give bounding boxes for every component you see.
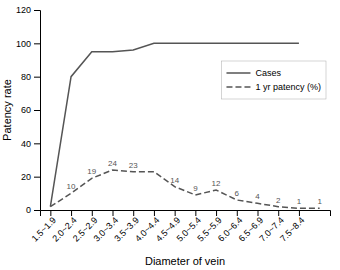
y-tick-label: 80 — [21, 72, 31, 82]
annotation: 9 — [193, 184, 198, 193]
legend-swatch — [226, 86, 250, 88]
y-tick: 60 — [21, 105, 40, 115]
y-tick: 40 — [21, 139, 40, 149]
y-tick-mark — [34, 143, 40, 144]
series-line — [50, 43, 299, 206]
legend-label: 1 yr patency (%) — [255, 82, 321, 92]
plot: 1.5~1.92.0~2.42.5~2.93.0~3.43.5~3.94.0~4… — [16, 5, 331, 243]
y-tick-mark — [34, 77, 40, 78]
x-axis-title: Diameter of vein — [145, 255, 225, 267]
x-tick-label: 7.5~8.4 — [278, 215, 306, 243]
annotation: 4 — [255, 192, 260, 201]
chart: 1.5~1.92.0~2.42.5~2.93.0~3.43.5~3.94.0~4… — [0, 0, 340, 270]
legend-box — [221, 61, 326, 99]
chart-container: 1.5~1.92.0~2.42.5~2.93.0~3.43.5~3.94.0~4… — [0, 0, 340, 270]
y-tick: 100 — [16, 39, 40, 49]
y-tick-mark — [34, 177, 40, 178]
y-axis: 0 20 40 60 80 100 120 — [16, 5, 41, 215]
y-tick-label: 0 — [26, 205, 31, 215]
annotation: 19 — [87, 167, 96, 176]
annotation: 1 — [297, 197, 302, 206]
y-tick: 80 — [21, 72, 40, 82]
y-tick-label: 20 — [21, 172, 31, 182]
annotation: 24 — [108, 159, 117, 168]
legend: Cases 1 yr patency (%) — [221, 61, 326, 99]
annotation: 23 — [129, 161, 138, 170]
y-tick-mark — [34, 10, 40, 11]
y-axis-line — [34, 11, 41, 211]
y-axis-title: Patency rate — [1, 79, 13, 141]
x-tick: 7.5~8.4 — [278, 210, 306, 244]
annotation: 1 — [317, 197, 322, 206]
annotation: 6 — [235, 189, 240, 198]
legend-label: Cases — [255, 68, 281, 78]
y-tick-mark — [34, 210, 40, 211]
y-tick-label: 60 — [21, 105, 31, 115]
x-axis: 1.5~1.92.0~2.42.5~2.93.0~3.43.5~3.94.0~4… — [30, 210, 331, 244]
annotation: 10 — [67, 182, 76, 191]
legend-swatch — [226, 72, 250, 74]
x-axis-line — [41, 211, 331, 217]
y-tick: 0 — [26, 205, 40, 215]
annotation: 14 — [170, 176, 179, 185]
y-tick-mark — [34, 43, 40, 44]
y-tick-label: 120 — [16, 5, 31, 15]
annotation: 12 — [212, 179, 221, 188]
annotations: 10 19 24 23 14 9 12 6 4 2 1 1 — [67, 159, 323, 206]
lines — [50, 43, 319, 208]
y-tick-label: 40 — [21, 139, 31, 149]
y-tick: 20 — [21, 172, 40, 182]
y-tick-mark — [34, 110, 40, 111]
y-tick-label: 100 — [16, 39, 31, 49]
y-tick: 120 — [16, 5, 40, 15]
annotation: 2 — [276, 196, 281, 205]
